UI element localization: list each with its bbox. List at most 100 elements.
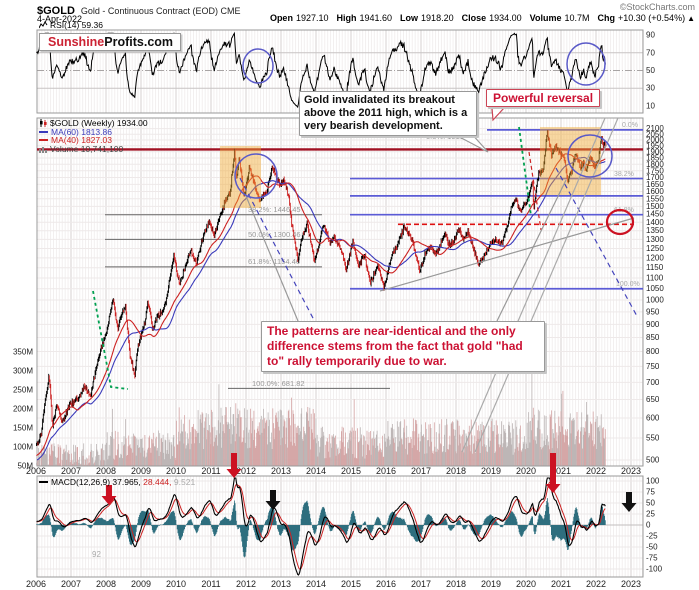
quote-label: Low [400,13,419,23]
breakout-callout: Gold invalidated its breakout above the … [299,91,477,136]
quote-value: 1927.10 [295,13,329,23]
svg-text:2016: 2016 [376,579,396,589]
svg-text:2014: 2014 [306,466,326,476]
svg-text:92: 92 [92,550,101,559]
red-down-arrow-2008-macd [101,485,117,505]
change-up-arrow-icon: ▲ [687,14,695,23]
svg-text:200M: 200M [13,405,33,414]
svg-text:2009: 2009 [131,466,151,476]
svg-text:1250: 1250 [646,244,664,253]
green-dashed-line-2020 [518,126,532,217]
steep-channel-line-upper [474,117,619,453]
svg-text:1600: 1600 [646,187,664,196]
sunshine-profits-logo: SunshineProfits.com [39,33,182,51]
svg-text:2019: 2019 [481,466,501,476]
svg-text:10: 10 [646,101,655,110]
stockcharts-credit: ©StockCharts.com [619,2,695,12]
svg-text:2020: 2020 [516,579,536,589]
svg-text:2011: 2011 [201,579,220,589]
svg-text:70: 70 [646,48,655,57]
volume-bars [36,365,606,466]
svg-text:2010: 2010 [166,466,186,476]
ma40-legend-label: MA(40) 1827.03 [51,135,112,146]
svg-text:38.2%: 1446.45: 38.2%: 1446.45 [248,205,301,214]
svg-text:2021: 2021 [551,579,571,589]
svg-text:2008: 2008 [96,579,116,589]
svg-text:2023: 2023 [621,579,641,589]
svg-text:250M: 250M [13,386,33,395]
svg-text:2022: 2022 [586,579,606,589]
svg-text:2012: 2012 [236,466,256,476]
svg-text:2007: 2007 [61,579,81,589]
svg-text:2016: 2016 [376,466,396,476]
svg-text:650: 650 [646,395,660,404]
svg-text:50M: 50M [17,462,33,471]
svg-text:2023: 2023 [621,466,641,476]
svg-text:1400: 1400 [646,218,664,227]
logo-text-red: Sunshine [48,35,105,49]
svg-text:2018: 2018 [446,466,466,476]
callout-line-right [496,179,567,322]
svg-text:1850: 1850 [646,153,664,162]
reversal-callout: Powerful reversal [486,89,601,107]
highlight-box-2022 [540,127,601,195]
quote-value: 1934.00 [489,13,522,23]
svg-text:2050: 2050 [646,130,664,139]
quote-value: 1918.20 [421,13,454,23]
svg-text:25: 25 [646,510,655,519]
blue-dashed-decline-2022 [555,167,639,319]
steep-channel-line-lower [461,117,606,453]
moving-average-lines [36,153,606,461]
svg-text:2019: 2019 [481,579,501,589]
circle-rsi-2022 [566,42,606,86]
svg-text:300M: 300M [13,367,33,376]
svg-text:350M: 350M [13,348,33,357]
svg-text:1100: 1100 [646,273,664,282]
support-trendline [379,217,635,292]
red-down-arrow-2011 [226,453,242,478]
volume-icon [39,146,47,153]
quote-label: Close [461,13,487,23]
svg-text:1000: 1000 [646,295,664,304]
svg-text:38.2%: 38.2% [614,171,634,178]
candlestick-series [36,130,606,446]
svg-text:50: 50 [646,499,655,508]
black-down-arrow-2022-macd [621,492,637,512]
svg-text:2013: 2013 [271,579,291,589]
circle-rsi-2011 [242,48,274,84]
svg-text:1050: 1050 [646,284,664,293]
quote-label: Volume [529,13,562,23]
svg-text:1950: 1950 [646,141,664,150]
svg-text:2012: 2012 [236,579,256,589]
svg-text:1450: 1450 [646,210,664,219]
macd-signal-value: 28.444, [143,477,172,487]
svg-text:0.0%: 1919.09: 0.0%: 1919.09 [426,132,474,141]
svg-text:550: 550 [646,434,660,443]
macd-hist-value: 9.521 [173,477,196,487]
circle-price-2022 [567,134,613,178]
rsi-legend-label: RSI(14) 59.36 [50,20,103,30]
callout-line-left [245,195,299,322]
red-dashed-line-2020 [528,151,542,231]
quote-label: Chg [597,13,616,23]
logo-text-black: Profits.com [104,35,174,49]
svg-text:2000: 2000 [646,135,664,144]
svg-text:1300: 1300 [646,235,664,244]
svg-text:1350: 1350 [646,226,664,235]
candles-icon [40,119,47,127]
svg-text:2021: 2021 [551,466,571,476]
macd-legend: MACD(12,26,9) 37.965, 28.444, 9.521 [39,478,195,487]
svg-text:2022: 2022 [586,466,606,476]
svg-text:2009: 2009 [131,579,151,589]
svg-text:2011: 2011 [201,466,220,476]
svg-text:0.0%: 0.0% [622,122,638,129]
svg-text:2008: 2008 [96,466,116,476]
circle-price-2011 [234,153,278,199]
black-down-arrow-2012-macd [265,490,281,510]
red-down-arrow-2020 [545,453,561,493]
ma60-legend-label: MA(60) 1813.86 [51,126,112,137]
svg-text:1200: 1200 [646,253,664,262]
price-legend-label: $GOLD (Weekly) 1934.00 [50,118,148,128]
quote-label: Open [269,13,293,23]
